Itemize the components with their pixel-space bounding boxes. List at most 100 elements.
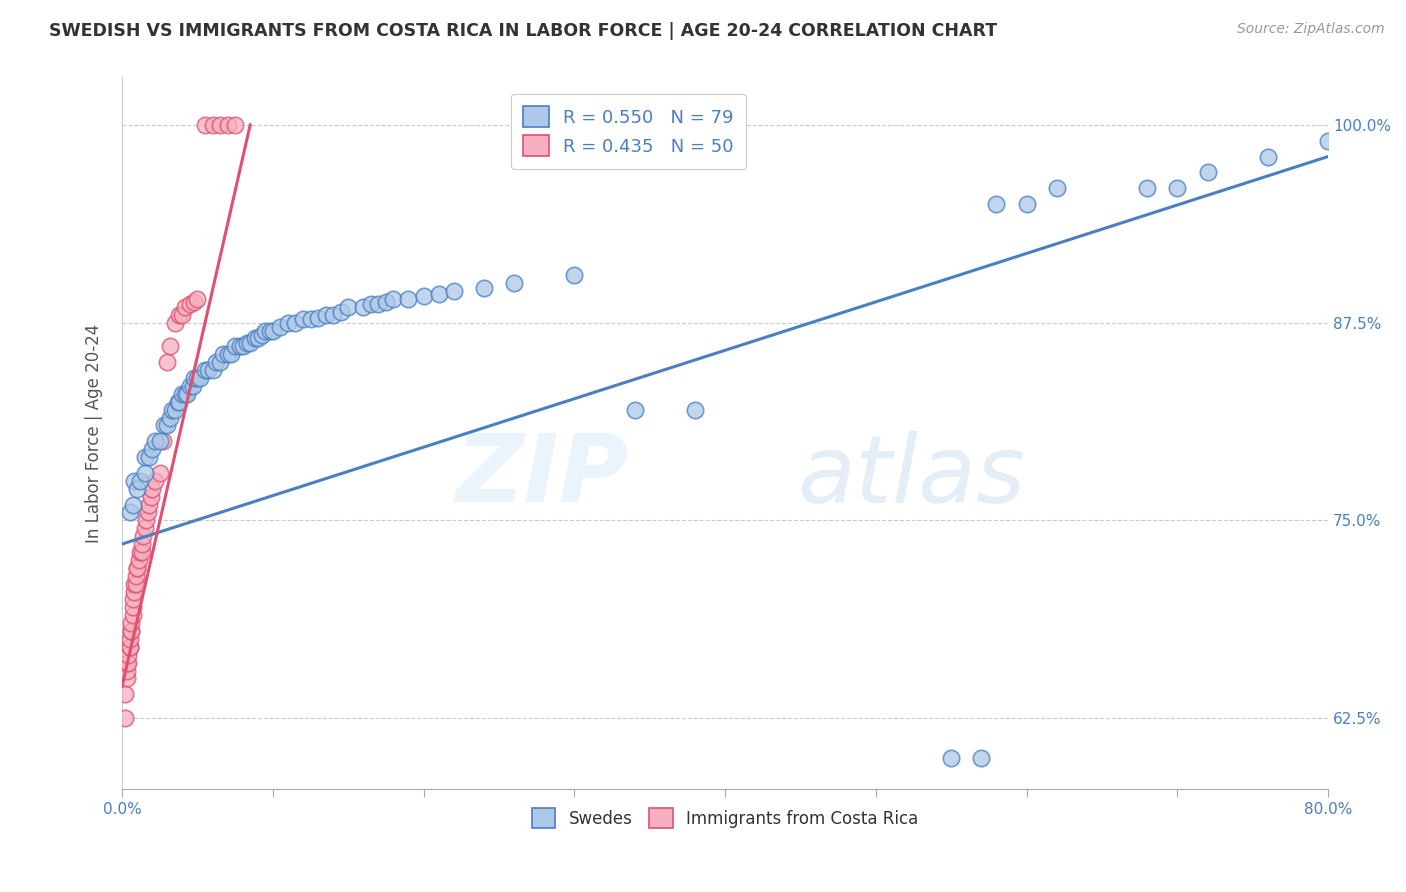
Point [307,310,329,325]
Point [131,545,153,559]
Point [120,624,142,638]
Point [118,640,141,654]
Point [174,386,197,401]
Y-axis label: In Labor Force | Age 20-24: In Labor Force | Age 20-24 [86,324,103,543]
Point [118,505,141,519]
Point [472,281,495,295]
Point [322,308,344,322]
Point [118,640,141,654]
Point [232,339,254,353]
Point [122,584,145,599]
Point [169,308,191,322]
Point [115,664,138,678]
Point [269,320,291,334]
Point [166,394,188,409]
Point [135,513,157,527]
Point [121,498,143,512]
Point [224,339,246,353]
Point [121,608,143,623]
Point [194,118,217,132]
Point [204,355,226,369]
Point [120,616,142,631]
Point [503,276,526,290]
Point [149,434,172,449]
Point [149,466,172,480]
Point [194,363,217,377]
Point [427,287,450,301]
Point [127,561,149,575]
Point [121,592,143,607]
Point [236,336,259,351]
Point [224,118,246,132]
Point [246,331,269,345]
Point [1317,134,1340,148]
Point [201,118,224,132]
Point [186,371,208,385]
Point [239,336,262,351]
Point [941,750,963,764]
Point [254,324,277,338]
Point [228,339,250,353]
Point [127,482,149,496]
Point [970,750,993,764]
Point [139,490,162,504]
Point [562,268,585,282]
Point [1015,197,1038,211]
Point [367,296,389,310]
Point [124,576,146,591]
Point [352,300,374,314]
Point [159,410,181,425]
Point [114,687,136,701]
Point [217,118,239,132]
Point [623,402,645,417]
Point [209,118,232,132]
Point [115,656,138,670]
Point [217,347,239,361]
Point [152,434,174,449]
Point [141,482,163,496]
Point [201,363,224,377]
Point [120,624,142,638]
Point [156,355,179,369]
Point [382,292,405,306]
Point [121,600,143,615]
Point [219,347,242,361]
Point [1166,181,1188,195]
Text: ZIP: ZIP [456,430,628,522]
Point [183,295,205,310]
Point [134,450,156,464]
Point [1046,181,1069,195]
Point [138,498,160,512]
Point [138,450,160,464]
Point [197,363,219,377]
Point [141,442,163,457]
Point [1136,181,1159,195]
Point [128,553,150,567]
Point [129,474,152,488]
Point [143,474,166,488]
Point [163,402,186,417]
Point [284,316,307,330]
Point [179,296,201,310]
Point [986,197,1008,211]
Point [1197,165,1219,179]
Point [181,379,204,393]
Point [122,576,145,591]
Point [299,312,322,326]
Point [262,324,284,338]
Point [127,561,149,575]
Point [172,308,194,322]
Point [683,402,706,417]
Point [315,308,337,322]
Point [143,434,166,449]
Point [169,394,191,409]
Point [159,339,181,353]
Point [209,355,232,369]
Point [179,379,201,393]
Point [277,316,299,330]
Point [212,347,235,361]
Point [443,284,465,298]
Point [134,521,156,535]
Legend: Swedes, Immigrants from Costa Rica: Swedes, Immigrants from Costa Rica [526,802,925,834]
Text: Source: ZipAtlas.com: Source: ZipAtlas.com [1237,22,1385,37]
